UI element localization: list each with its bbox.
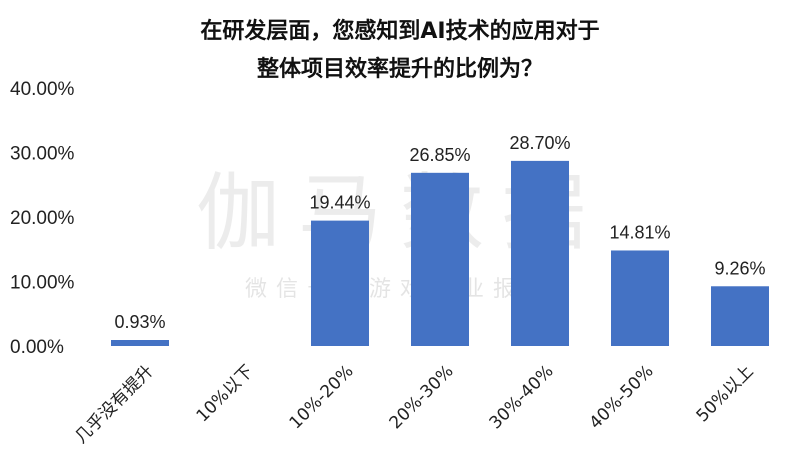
y-tick-label: 0.00%	[10, 337, 64, 358]
bar	[511, 160, 569, 346]
x-tick-label: 10%以下	[193, 361, 258, 426]
data-labels: 0.93% 19.44% 26.85% 28.70% 14.81% 9.26%	[114, 133, 765, 332]
bar	[411, 172, 469, 346]
x-tick-label: 50%以上	[693, 361, 758, 426]
x-tick-label: 40%-50%	[586, 361, 658, 433]
bar	[611, 250, 669, 346]
y-tick-label: 40.00%	[10, 79, 75, 100]
data-label: 0.93%	[114, 312, 165, 332]
bar	[311, 220, 369, 346]
y-tick-label: 10.00%	[10, 273, 75, 294]
y-tick-label: 30.00%	[10, 144, 75, 165]
y-axis: 0.00% 10.00% 20.00% 30.00% 40.00%	[10, 79, 75, 358]
x-tick-label: 20%-30%	[386, 361, 458, 433]
x-tick-label: 30%-40%	[486, 361, 558, 433]
data-label: 14.81%	[609, 222, 670, 242]
data-label: 28.70%	[509, 133, 570, 153]
x-axis: 几乎没有提升 10%以下 10%-20% 20%-30% 30%-40% 40%-50% 5…	[71, 361, 757, 447]
chart-title-line-2: 整体项目效率提升的比例为？	[257, 56, 543, 82]
data-label: 9.26%	[714, 258, 765, 278]
watermark-sub: 微信号：游戏产业报告	[245, 277, 555, 302]
bars	[111, 160, 769, 346]
x-tick-label: 10%-20%	[286, 361, 358, 433]
data-label: 19.44%	[309, 193, 370, 213]
y-tick-label: 20.00%	[10, 208, 75, 229]
bar	[711, 286, 769, 346]
data-label: 26.85%	[409, 145, 470, 165]
chart-title-line-1: 在研发层面，您感知到AI技术的应用对于	[200, 18, 599, 44]
x-tick-label: 几乎没有提升	[71, 361, 157, 447]
bar	[111, 340, 169, 346]
